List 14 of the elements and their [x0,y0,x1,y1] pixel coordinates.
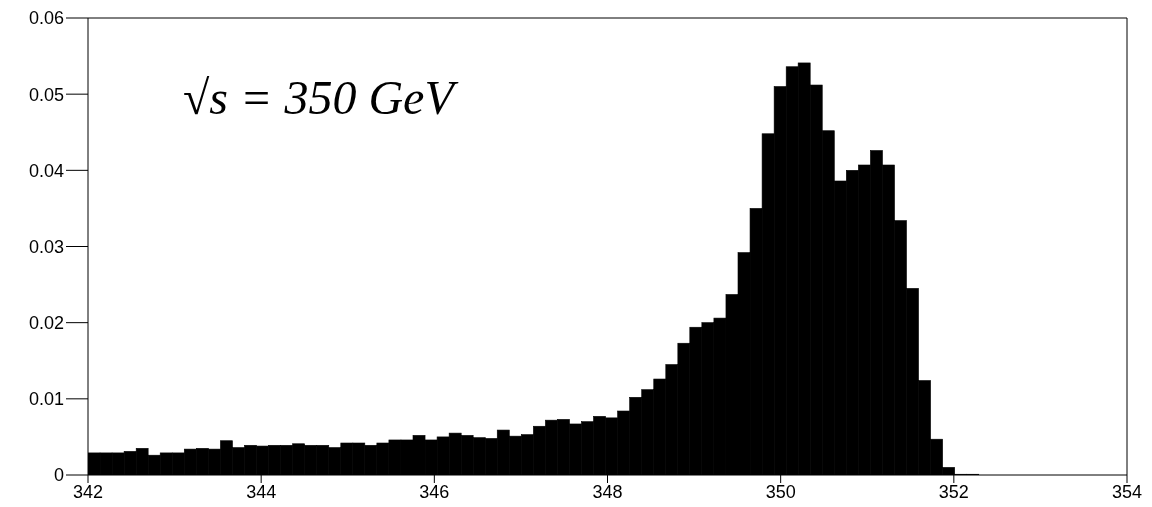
y-tick-label: 0.05 [28,84,64,105]
y-tick-label: 0.03 [28,236,64,257]
y-tick-label: 0.01 [28,389,64,410]
y-tick-label: 0.02 [28,313,64,334]
y-tick-label: 0 [53,465,64,486]
y-tick-label: 0.06 [28,8,64,29]
x-tick-label: 350 [765,481,796,502]
x-tick-label: 342 [72,481,104,502]
x-tick-label: 346 [419,481,450,502]
y-tick-label: 0.04 [28,160,64,181]
x-tick-label: 344 [246,481,277,502]
x-tick-label: 354 [1111,481,1143,502]
x-tick-label: 352 [938,481,969,502]
x-tick-label: 348 [592,481,623,502]
